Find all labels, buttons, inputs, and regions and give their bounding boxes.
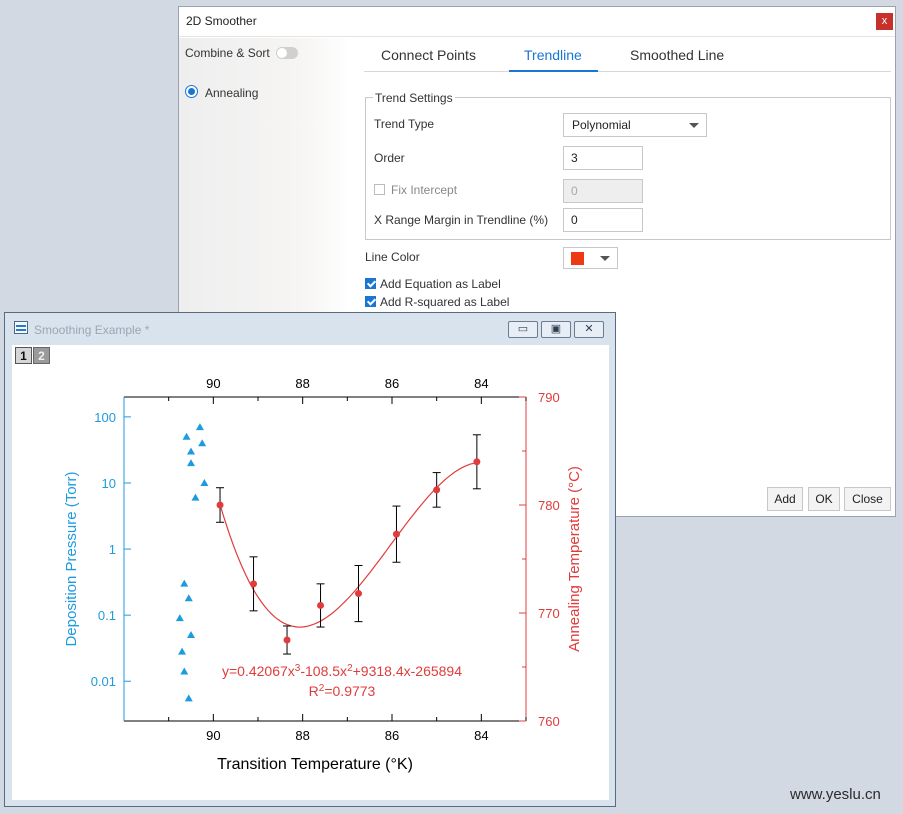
y-left-tick-label: 10 xyxy=(102,476,116,491)
order-label: Order xyxy=(374,151,405,165)
add-rsquared-checkbox[interactable] xyxy=(365,296,376,307)
combine-sort-label: Combine & Sort xyxy=(185,46,270,60)
graph-window: Smoothing Example * ▭ ▣ ✕ 1 2 90 90 88 88 86… xyxy=(4,312,616,807)
add-equation-checkbox[interactable] xyxy=(365,278,376,289)
line-color-picker[interactable] xyxy=(563,247,618,269)
restore-button[interactable]: ▣ xyxy=(541,321,571,338)
line-color-swatch xyxy=(571,252,584,265)
triangle-point xyxy=(198,439,207,447)
triangle-point xyxy=(187,459,195,467)
x-range-margin-label: X Range Margin in Trendline (%) xyxy=(374,213,549,227)
x-range-margin-input[interactable]: 0 xyxy=(563,208,643,232)
circle-point xyxy=(317,601,325,609)
x-tick-label-bottom: 88 xyxy=(295,728,309,743)
circle-point xyxy=(392,530,400,538)
annealing-radio[interactable] xyxy=(185,85,198,98)
circle-point xyxy=(283,636,291,644)
triangle-point xyxy=(184,594,193,602)
line-color-label: Line Color xyxy=(365,250,420,264)
y-right-tick-label: 760 xyxy=(538,714,560,729)
triangle-point xyxy=(187,447,195,455)
graph-window-icon xyxy=(14,321,28,334)
r-squared-label: R2=0.9773 xyxy=(309,683,376,700)
x-tick-label-bottom: 84 xyxy=(474,728,488,743)
y-right-tick-label: 770 xyxy=(538,606,560,621)
circle-point xyxy=(355,590,362,598)
x-tick-label-bottom: 86 xyxy=(385,728,399,743)
x-tick-label-bottom: 90 xyxy=(206,728,220,743)
triangle-point xyxy=(191,493,200,501)
trend-type-value: Polynomial xyxy=(572,118,631,132)
trend-type-select[interactable]: Polynomial xyxy=(563,113,707,137)
close-button[interactable]: Close xyxy=(844,487,891,511)
chevron-down-icon xyxy=(600,256,610,261)
triangle-point xyxy=(182,432,191,440)
annealing-label[interactable]: Annealing xyxy=(205,86,259,100)
graph-window-title: Smoothing Example * xyxy=(34,323,150,337)
add-equation-label: Add Equation as Label xyxy=(380,277,501,291)
layer-tab-2[interactable]: 2 xyxy=(33,347,50,364)
active-tab-underline xyxy=(509,70,598,72)
combine-sort-toggle[interactable] xyxy=(276,47,298,59)
circle-point xyxy=(433,486,441,494)
dialog-title-bar: 2D Smoother x xyxy=(179,7,895,37)
graph-canvas: 1 2 90 90 88 88 86 86 84 84 Transition Temperatu… xyxy=(12,345,609,800)
x-axis-label: Transition Temperature (°K) xyxy=(217,756,413,773)
order-input[interactable]: 3 xyxy=(563,146,643,170)
dialog-close-icon[interactable]: x xyxy=(876,13,893,30)
circle-point xyxy=(216,501,224,509)
trend-settings-legend: Trend Settings xyxy=(373,91,455,105)
dialog-title: 2D Smoother xyxy=(186,14,257,28)
triangle-point xyxy=(184,694,193,702)
tab-connect-points[interactable]: Connect Points xyxy=(381,47,476,63)
tab-trendline[interactable]: Trendline xyxy=(524,47,582,63)
y-left-tick-label: 0.1 xyxy=(98,608,116,623)
ok-button[interactable]: OK xyxy=(808,487,840,511)
add-rsquared-label: Add R-squared as Label xyxy=(380,295,510,309)
minimize-button[interactable]: ▭ xyxy=(508,321,538,338)
layer-tab-1[interactable]: 1 xyxy=(15,347,32,364)
circle-point xyxy=(250,580,258,588)
y-left-tick-label: 0.01 xyxy=(91,674,116,689)
add-button[interactable]: Add xyxy=(767,487,803,511)
y-left-tick-label: 100 xyxy=(94,410,116,425)
window-close-button[interactable]: ✕ xyxy=(574,321,604,338)
fix-intercept-checkbox[interactable] xyxy=(374,184,385,195)
trend-type-label: Trend Type xyxy=(374,117,435,131)
triangle-point xyxy=(195,423,204,431)
x-tick-label-top: 90 xyxy=(206,376,220,391)
watermark: www.yeslu.cn xyxy=(790,786,881,803)
triangle-point xyxy=(187,631,195,639)
tab-smoothed-line[interactable]: Smoothed Line xyxy=(630,47,725,63)
triangle-point xyxy=(180,579,189,587)
equation-label: y=0.42067x3-108.5x2+9318.4x-265894 xyxy=(222,663,462,680)
circle-point xyxy=(473,458,481,466)
fix-intercept-input: 0 xyxy=(563,179,643,203)
y-left-axis-label: Deposition Pressure (Torr) xyxy=(63,471,80,646)
chevron-down-icon xyxy=(689,123,699,128)
x-tick-label-top: 84 xyxy=(474,376,488,391)
y-right-tick-label: 780 xyxy=(538,498,560,513)
triangle-point xyxy=(178,647,187,655)
trend-settings-group xyxy=(365,97,891,240)
triangle-point xyxy=(180,667,189,675)
triangle-point xyxy=(200,478,209,486)
triangle-point xyxy=(175,614,184,622)
y-right-tick-label: 790 xyxy=(538,390,560,405)
tab-divider xyxy=(364,71,891,72)
chart-plot: 90 90 88 88 86 86 84 84 Transition Temperature (… xyxy=(63,376,583,773)
y-right-axis-label: Annealing Temperature (°C) xyxy=(566,466,583,652)
x-tick-label-top: 86 xyxy=(385,376,399,391)
fix-intercept-label: Fix Intercept xyxy=(391,183,458,197)
y-left-tick-label: 1 xyxy=(109,542,116,557)
x-tick-label-top: 88 xyxy=(295,376,309,391)
